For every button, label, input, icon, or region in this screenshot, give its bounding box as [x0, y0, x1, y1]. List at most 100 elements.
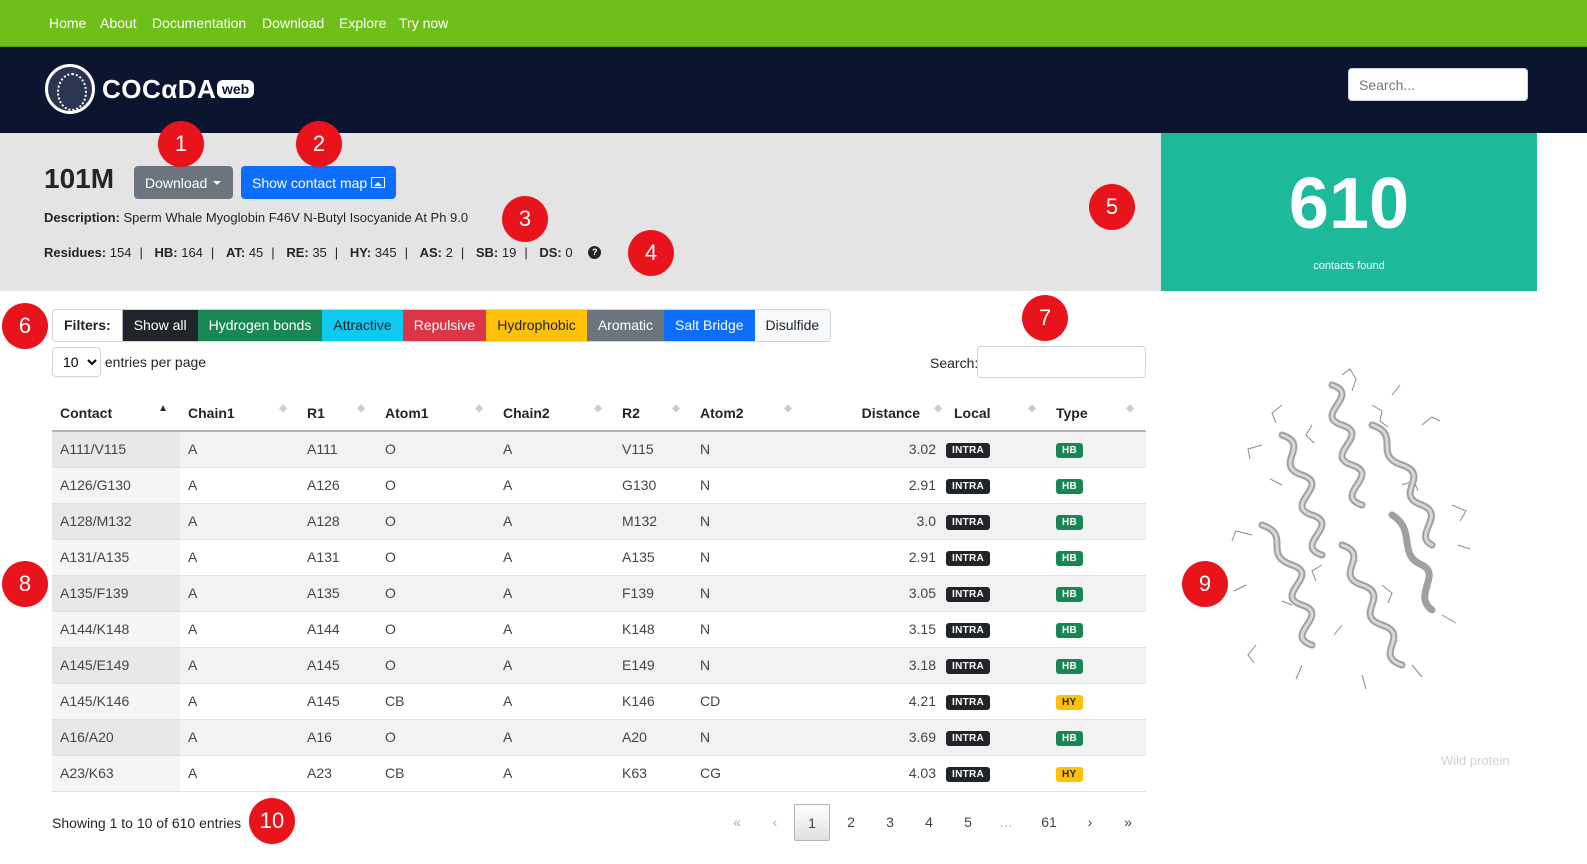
table-row[interactable]: A126/G130 A A126 O A G130 N 2.91 INTRA HB: [52, 467, 1146, 504]
col-r1[interactable]: R1 ◆: [299, 395, 377, 432]
cell-distance: 3.0: [804, 503, 946, 540]
annotation-marker: 3: [502, 196, 548, 242]
cell-chain2: A: [495, 755, 614, 792]
pagination-first[interactable]: «: [733, 814, 741, 830]
filter-hydrophobic[interactable]: Hydrophobic: [486, 310, 587, 341]
cell-type: HB: [1048, 467, 1146, 504]
table-row[interactable]: A16/A20 A A16 O A A20 N 3.69 INTRA HB: [52, 719, 1146, 756]
sort-icon: ◆: [1028, 403, 1036, 414]
cell-r2: G130: [614, 467, 692, 504]
pagination-page-3[interactable]: 3: [886, 814, 894, 830]
pagination-page-5[interactable]: 5: [964, 814, 972, 830]
col-chain2[interactable]: Chain2 ◆: [495, 395, 614, 432]
cell-type: HB: [1048, 719, 1146, 756]
pagination-last[interactable]: »: [1124, 814, 1132, 830]
cell-type: HB: [1048, 539, 1146, 576]
logo-web-badge: web: [217, 80, 255, 98]
cell-distance: 4.21: [804, 683, 946, 720]
cell-r1: A23: [299, 755, 377, 792]
entries-per-page-select[interactable]: 10: [52, 347, 101, 377]
cell-r2: K146: [614, 683, 692, 720]
col-atom2[interactable]: Atom2 ◆: [692, 395, 804, 432]
table-row[interactable]: A144/K148 A A144 O A K148 N 3.15 INTRA HB: [52, 611, 1146, 648]
col-contact[interactable]: Contact ▲: [52, 395, 180, 432]
nav-documentation-link[interactable]: Documentation: [152, 15, 247, 31]
table-row[interactable]: A131/A135 A A131 O A A135 N 2.91 INTRA HB: [52, 539, 1146, 576]
description-text: Sperm Whale Myoglobin F46V N-Butyl Isocy…: [123, 210, 469, 225]
col-local[interactable]: Local ◆: [946, 395, 1048, 432]
table-search-label: Search:: [930, 355, 979, 371]
stat-re-value: 35: [312, 245, 327, 260]
filter-attractive[interactable]: Attractive: [322, 310, 403, 341]
pagination-prev[interactable]: ‹: [772, 814, 778, 830]
cell-r2: V115: [614, 431, 692, 468]
annotation-marker: 1: [158, 121, 204, 167]
local-badge: INTRA: [946, 515, 991, 530]
cell-type: HB: [1048, 575, 1146, 612]
filters-label: Filters:: [53, 310, 123, 341]
filter-disulfide[interactable]: Disulfide: [754, 310, 831, 341]
nav-download-link[interactable]: Download: [262, 15, 325, 31]
download-button[interactable]: Download: [134, 166, 233, 199]
cell-atom1: CB: [377, 755, 495, 792]
pagination-page-61[interactable]: 61: [1041, 814, 1057, 830]
type-badge: HY: [1056, 767, 1083, 782]
cell-chain1: A: [180, 683, 299, 720]
header-search-input[interactable]: [1348, 68, 1528, 101]
sort-icon: ◆: [934, 403, 942, 414]
stat-separator: |: [334, 245, 339, 260]
show-contact-map-button[interactable]: Show contact map: [241, 166, 396, 199]
filter-salt-bridge[interactable]: Salt Bridge: [664, 310, 755, 341]
table-row[interactable]: A23/K63 A A23 CB A K63 CG 4.03 INTRA HY: [52, 755, 1146, 792]
cell-atom1: O: [377, 611, 495, 648]
stat-separator: |: [210, 245, 215, 260]
cell-distance: 2.91: [804, 467, 946, 504]
contacts-counter: 610 contacts found: [1161, 133, 1537, 291]
table-row[interactable]: A135/F139 A A135 O A F139 N 3.05 INTRA HB: [52, 575, 1146, 612]
nav-explore-link[interactable]: Explore: [339, 15, 387, 31]
nav-home-link[interactable]: Home: [49, 15, 87, 31]
cell-chain2: A: [495, 575, 614, 612]
col-r2[interactable]: R2 ◆: [614, 395, 692, 432]
logo-text[interactable]: COCαDA: [102, 74, 217, 104]
filter-bar: Filters: Show all Hydrogen bonds Attract…: [52, 309, 832, 342]
pagination-page-4[interactable]: 4: [925, 814, 933, 830]
stat-as-value: 2: [445, 245, 453, 260]
stat-ds-value: 0: [565, 245, 573, 260]
cell-contact: A145/E149: [52, 647, 180, 684]
cell-chain1: A: [180, 719, 299, 756]
stat-ds-key: DS:: [539, 245, 562, 260]
col-type[interactable]: Type ◆: [1048, 395, 1146, 432]
protein-caption: Wild protein: [1441, 753, 1510, 768]
col-chain1[interactable]: Chain1 ◆: [180, 395, 299, 432]
annotation-marker: 6: [2, 303, 48, 349]
cell-chain2: A: [495, 467, 614, 504]
filter-repulsive[interactable]: Repulsive: [402, 310, 487, 341]
logo-icon[interactable]: [45, 64, 95, 114]
table-row[interactable]: A145/E149 A A145 O A E149 N 3.18 INTRA HB: [52, 647, 1146, 684]
table-search-input[interactable]: [977, 346, 1146, 378]
col-atom1[interactable]: Atom1 ◆: [377, 395, 495, 432]
cell-chain2: A: [495, 611, 614, 648]
cell-local: INTRA: [946, 647, 1048, 684]
nav-try-now-link[interactable]: Try now: [399, 15, 449, 31]
col-distance[interactable]: Distance ◆: [804, 395, 946, 432]
filter-hydrogen-bonds[interactable]: Hydrogen bonds: [197, 310, 323, 341]
sort-icon: ◆: [594, 403, 602, 414]
table-row[interactable]: A128/M132 A A128 O A M132 N 3.0 INTRA HB: [52, 503, 1146, 540]
annotation-marker: 5: [1089, 184, 1135, 230]
pagination-next[interactable]: ›: [1087, 814, 1093, 830]
table-row[interactable]: A111/V115 A A111 O A V115 N 3.02 INTRA HB: [52, 431, 1146, 468]
cell-local: INTRA: [946, 611, 1048, 648]
type-badge: HB: [1056, 443, 1084, 459]
protein-structure-image[interactable]: [1222, 365, 1482, 695]
filter-show-all[interactable]: Show all: [122, 310, 198, 341]
filter-aromatic[interactable]: Aromatic: [586, 310, 665, 341]
table-row[interactable]: A145/K146 A A145 CB A K146 CD 4.21 INTRA HY: [52, 683, 1146, 720]
nav-about-link[interactable]: About: [100, 15, 137, 31]
help-icon[interactable]: ?: [588, 246, 602, 259]
stat-separator: |: [460, 245, 465, 260]
annotation-marker: 10: [249, 798, 295, 844]
pagination-page-1[interactable]: 1: [794, 804, 830, 841]
pagination-page-2[interactable]: 2: [847, 814, 855, 830]
